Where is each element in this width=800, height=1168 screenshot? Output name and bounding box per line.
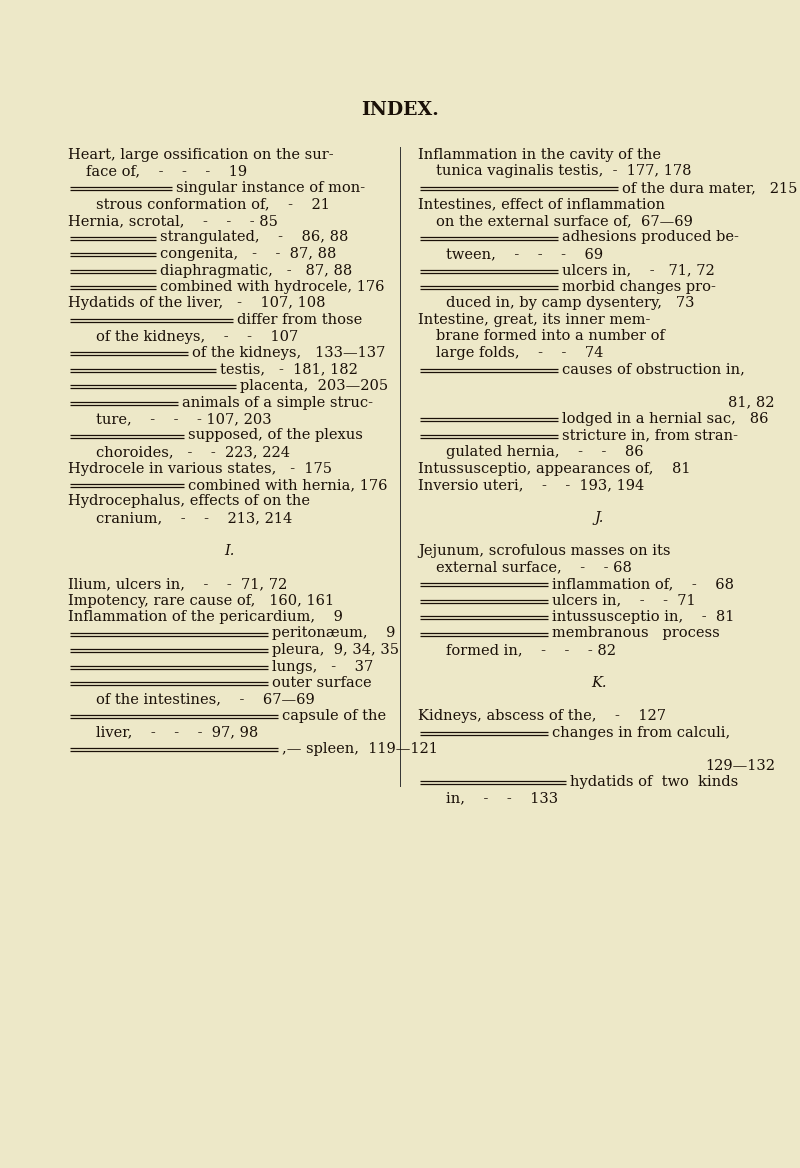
Text: Heart, large ossification on the sur-: Heart, large ossification on the sur- xyxy=(68,148,334,162)
Text: I.: I. xyxy=(224,544,234,558)
Text: peritonæum,    9: peritonæum, 9 xyxy=(272,626,395,640)
Text: on the external surface of,  67—69: on the external surface of, 67—69 xyxy=(436,214,693,228)
Text: duced in, by camp dysentery,   73: duced in, by camp dysentery, 73 xyxy=(446,297,694,311)
Text: lodged in a hernial sac,   86: lodged in a hernial sac, 86 xyxy=(562,412,769,426)
Text: placenta,  203—205: placenta, 203—205 xyxy=(240,378,388,392)
Text: Kidneys, abscess of the,    -    127: Kidneys, abscess of the, - 127 xyxy=(418,709,666,723)
Text: Impotency, rare cause of,   160, 161: Impotency, rare cause of, 160, 161 xyxy=(68,593,334,607)
Text: of the intestines,    -    67—69: of the intestines, - 67—69 xyxy=(96,693,314,707)
Text: strous conformation of,    -    21: strous conformation of, - 21 xyxy=(96,197,330,211)
Text: Hernia, scrotal,    -    -    - 85: Hernia, scrotal, - - - 85 xyxy=(68,214,278,228)
Text: of the dura mater,   215: of the dura mater, 215 xyxy=(622,181,798,195)
Text: of the kidneys,    -    -    107: of the kidneys, - - 107 xyxy=(96,329,298,343)
Text: intussusceptio in,    -  81: intussusceptio in, - 81 xyxy=(552,610,734,624)
Text: choroides,   -    -  223, 224: choroides, - - 223, 224 xyxy=(96,445,290,459)
Text: gulated hernia,    -    -    86: gulated hernia, - - 86 xyxy=(446,445,644,459)
Text: external surface,    -    - 68: external surface, - - 68 xyxy=(436,561,632,575)
Text: Inversio uteri,    -    -  193, 194: Inversio uteri, - - 193, 194 xyxy=(418,478,644,492)
Text: Inflammation of the pericardium,    9: Inflammation of the pericardium, 9 xyxy=(68,610,343,624)
Text: supposed, of the plexus: supposed, of the plexus xyxy=(188,429,363,443)
Text: ulcers in,    -   71, 72: ulcers in, - 71, 72 xyxy=(562,264,714,278)
Text: Intestine, great, its inner mem-: Intestine, great, its inner mem- xyxy=(418,313,650,327)
Text: formed in,    -    -    - 82: formed in, - - - 82 xyxy=(446,644,616,656)
Text: capsule of the: capsule of the xyxy=(282,709,386,723)
Text: Hydatids of the liver,   -    107, 108: Hydatids of the liver, - 107, 108 xyxy=(68,297,326,311)
Text: diaphragmatic,   -   87, 88: diaphragmatic, - 87, 88 xyxy=(160,264,352,278)
Text: liver,    -    -    -  97, 98: liver, - - - 97, 98 xyxy=(96,725,258,739)
Text: lungs,   -    37: lungs, - 37 xyxy=(272,660,374,674)
Text: ture,    -    -    - 107, 203: ture, - - - 107, 203 xyxy=(96,412,272,426)
Text: membranous   process: membranous process xyxy=(552,626,720,640)
Text: 81, 82: 81, 82 xyxy=(729,396,775,410)
Text: cranium,    -    -    213, 214: cranium, - - 213, 214 xyxy=(96,512,292,524)
Text: large folds,    -    -    74: large folds, - - 74 xyxy=(436,346,603,360)
Text: congenita,   -    -  87, 88: congenita, - - 87, 88 xyxy=(160,246,336,260)
Text: inflammation of,    -    68: inflammation of, - 68 xyxy=(552,577,734,591)
Text: singular instance of mon-: singular instance of mon- xyxy=(176,181,365,195)
Text: face of,    -    -    -    19: face of, - - - 19 xyxy=(86,165,247,179)
Text: combined with hernia, 176: combined with hernia, 176 xyxy=(188,478,387,492)
Text: adhesions produced be-: adhesions produced be- xyxy=(562,230,739,244)
Text: Intussusceptio, appearances of,    81: Intussusceptio, appearances of, 81 xyxy=(418,461,690,475)
Text: pleura,  9, 34, 35: pleura, 9, 34, 35 xyxy=(272,644,399,656)
Text: causes of obstruction in,: causes of obstruction in, xyxy=(562,362,745,376)
Text: morbid changes pro-: morbid changes pro- xyxy=(562,280,716,294)
Text: ,— spleen,  119—121: ,— spleen, 119—121 xyxy=(282,742,438,756)
Text: Ilium, ulcers in,    -    -  71, 72: Ilium, ulcers in, - - 71, 72 xyxy=(68,577,287,591)
Text: changes in from calculi,: changes in from calculi, xyxy=(552,725,730,739)
Text: tunica vaginalis testis,  -  177, 178: tunica vaginalis testis, - 177, 178 xyxy=(436,165,691,179)
Text: differ from those: differ from those xyxy=(237,313,362,327)
Text: Inflammation in the cavity of the: Inflammation in the cavity of the xyxy=(418,148,661,162)
Text: J.: J. xyxy=(594,512,604,524)
Text: brane formed into a number of: brane formed into a number of xyxy=(436,329,665,343)
Text: K.: K. xyxy=(591,676,606,690)
Text: combined with hydrocele, 176: combined with hydrocele, 176 xyxy=(160,280,385,294)
Text: animals of a simple struc-: animals of a simple struc- xyxy=(182,396,373,410)
Text: ulcers in,    -    -  71: ulcers in, - - 71 xyxy=(552,593,696,607)
Text: of the kidneys,   133—137: of the kidneys, 133—137 xyxy=(192,346,386,360)
Text: Jejunum, scrofulous masses on its: Jejunum, scrofulous masses on its xyxy=(418,544,670,558)
Text: Hydrocele in various states,   -  175: Hydrocele in various states, - 175 xyxy=(68,461,332,475)
Text: strangulated,    -    86, 88: strangulated, - 86, 88 xyxy=(160,230,348,244)
Text: Hydrocephalus, effects of on the: Hydrocephalus, effects of on the xyxy=(68,494,310,508)
Text: stricture in, from stran-: stricture in, from stran- xyxy=(562,429,738,443)
Text: Intestines, effect of inflammation: Intestines, effect of inflammation xyxy=(418,197,665,211)
Text: in,    -    -    133: in, - - 133 xyxy=(446,792,558,806)
Text: INDEX.: INDEX. xyxy=(361,100,439,119)
Text: outer surface: outer surface xyxy=(272,676,372,690)
Text: hydatids of  two  kinds: hydatids of two kinds xyxy=(570,776,738,790)
Text: testis,   -  181, 182: testis, - 181, 182 xyxy=(220,362,358,376)
Text: tween,    -    -    -    69: tween, - - - 69 xyxy=(446,246,603,260)
Text: 129—132: 129—132 xyxy=(705,758,775,772)
